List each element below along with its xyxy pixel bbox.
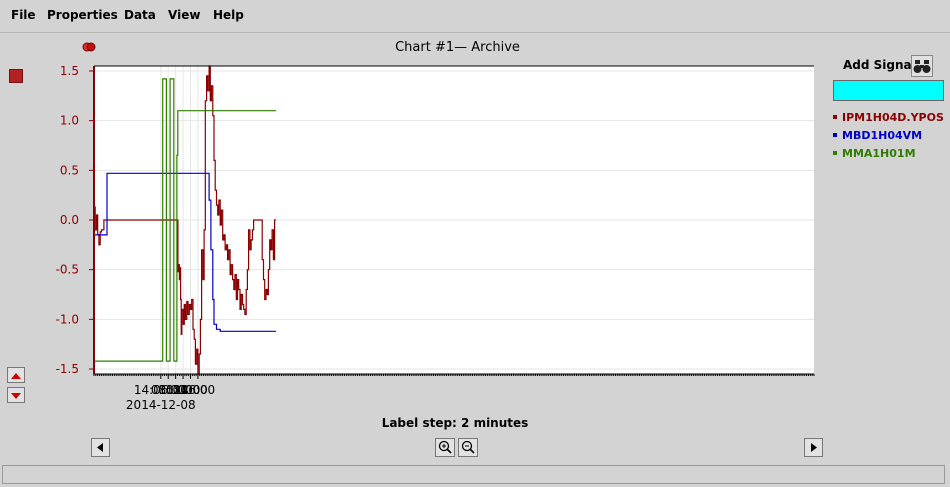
series-line-2 — [94, 78, 276, 362]
menu-data[interactable]: Data — [124, 8, 156, 22]
chart-title: Chart #1— Archive — [395, 40, 520, 55]
scroll-up-button[interactable] — [7, 367, 25, 383]
chart-area[interactable]: 1.5 1.0 0.5 0.0 -0.5 -1.0 -1.5 14:06:0008:0010… — [0, 60, 830, 420]
menu-properties[interactable]: Properties — [47, 8, 118, 22]
scroll-left-button[interactable] — [91, 438, 110, 457]
menu-file[interactable]: File — [11, 8, 36, 22]
legend-item[interactable]: MMA1H01M — [833, 147, 944, 165]
arrow-left-icon — [97, 443, 103, 452]
y-tick-label: -0.5 — [56, 263, 79, 277]
y-tick-label: 0.5 — [60, 163, 79, 177]
alarm-icon[interactable] — [82, 41, 96, 53]
scroll-right-button[interactable] — [804, 438, 823, 457]
binoculars-icon — [913, 60, 931, 73]
x-tick-label: 10:00 — [158, 383, 193, 397]
menu-bar: File Properties Data View Help — [0, 0, 950, 33]
series-line-1 — [94, 172, 276, 332]
zoom-in-button[interactable] — [435, 438, 455, 457]
zoom-out-icon — [461, 440, 475, 454]
menu-view[interactable]: View — [168, 8, 201, 22]
legend-swatch — [833, 133, 837, 137]
x-tick-label: 14:06:00 — [134, 383, 188, 397]
x-axis-ticks: 14:06:0008:0010:0012:0014:0016:002014-12… — [93, 374, 815, 412]
add-signal-label: Add Signal — [843, 58, 916, 72]
series-layer — [94, 65, 276, 375]
signal-name-input[interactable] — [833, 80, 944, 101]
arrow-right-icon — [811, 443, 817, 452]
label-step: Label step: 2 minutes — [381, 416, 529, 430]
y-tick-label: 1.5 — [60, 64, 79, 78]
legend-label: MBD1H04VM — [842, 129, 923, 142]
x-tick-label: 08:00 — [151, 383, 186, 397]
arrow-up-icon — [11, 373, 21, 379]
x-tick-label: 16:00 — [181, 383, 216, 397]
legend-label: MMA1H01M — [842, 147, 916, 160]
menu-help[interactable]: Help — [213, 8, 244, 22]
y-tick-label: -1.0 — [56, 312, 79, 326]
legend-swatch — [833, 115, 837, 119]
x-tick-label: 12:00 — [166, 383, 201, 397]
selected-series-marker[interactable] — [9, 69, 23, 83]
add-signal-button[interactable] — [911, 55, 933, 77]
y-axis-ticks: 1.5 1.0 0.5 0.0 -0.5 -1.0 -1.5 — [56, 64, 94, 376]
legend-item[interactable]: IPM1H04D.YPOS — [833, 111, 944, 129]
x-tick-label: 14:00 — [173, 383, 208, 397]
legend-swatch — [833, 151, 837, 155]
y-tick-label: 1.0 — [60, 114, 79, 128]
arrow-down-icon — [11, 393, 21, 399]
y-tick-label: 0.0 — [60, 213, 79, 227]
scroll-down-button[interactable] — [7, 387, 25, 403]
status-bar — [2, 465, 945, 484]
zoom-in-icon — [438, 440, 452, 454]
legend: IPM1H04D.YPOS MBD1H04VM MMA1H01M — [833, 111, 944, 165]
legend-item[interactable]: MBD1H04VM — [833, 129, 944, 147]
zoom-out-button[interactable] — [458, 438, 478, 457]
series-line-0 — [94, 65, 276, 375]
legend-label: IPM1H04D.YPOS — [842, 111, 944, 124]
x-date-label: 2014-12-08 — [126, 398, 196, 412]
y-tick-label: -1.5 — [56, 362, 79, 376]
